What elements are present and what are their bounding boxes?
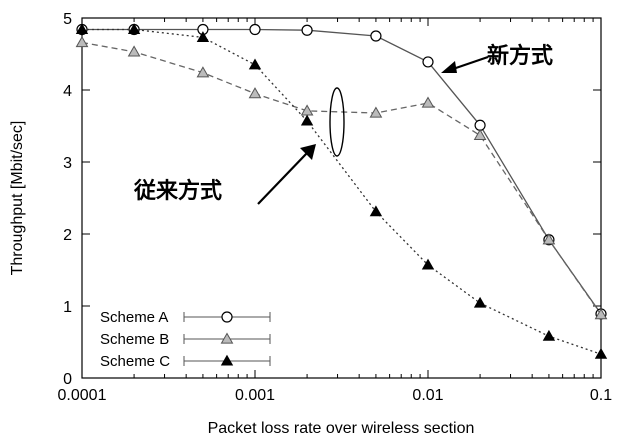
series-line — [81, 41, 602, 315]
data-point — [370, 30, 382, 42]
data-point — [473, 296, 487, 308]
annotation-old-scheme: 従来方式 — [133, 87, 345, 205]
data-point — [300, 114, 314, 126]
data-point — [75, 23, 89, 35]
series-3 — [75, 23, 608, 359]
y-tick-label: 0 — [63, 371, 72, 388]
y-tick-label: 3 — [63, 155, 72, 172]
data-point — [542, 329, 556, 341]
data-point — [473, 128, 487, 140]
data-point — [248, 58, 262, 70]
y-tick-label: 5 — [63, 11, 72, 28]
data-point — [127, 45, 141, 57]
y-axis-label: Throughput [Mbit/sec] — [9, 121, 26, 276]
data-point — [594, 347, 608, 359]
series-layer — [75, 23, 608, 359]
annotation-old-scheme-ellipse — [329, 87, 345, 157]
annotation-old-scheme-arrowhead — [300, 144, 316, 160]
x-tick-label: 0.001 — [235, 387, 275, 404]
legend-marker — [221, 311, 233, 323]
y-tick-label: 1 — [63, 299, 72, 316]
annotation-new-scheme: 新方式 — [441, 43, 553, 73]
annotation-new-scheme-arrowhead — [441, 61, 457, 73]
data-point — [196, 66, 210, 78]
data-point — [594, 308, 608, 320]
data-point — [421, 258, 435, 270]
legend-label: Scheme A — [100, 309, 168, 326]
legend: Scheme A Scheme B Scheme C — [100, 309, 271, 370]
data-point — [421, 96, 435, 108]
legend-marker — [220, 354, 234, 366]
data-point — [369, 205, 383, 217]
y-tick-label: 2 — [63, 227, 72, 244]
data-point — [196, 31, 210, 42]
legend-label: Scheme C — [100, 353, 170, 370]
y-tick-label: 4 — [63, 83, 72, 100]
legend-label: Scheme B — [100, 331, 169, 348]
data-point — [369, 106, 383, 118]
annotation-new-scheme-label: 新方式 — [487, 43, 553, 69]
annotation-old-scheme-label: 従来方式 — [133, 178, 222, 204]
data-point — [127, 23, 141, 35]
data-point — [474, 119, 486, 131]
data-point — [248, 87, 262, 99]
data-point — [75, 35, 89, 48]
plot-frame — [81, 17, 602, 379]
legend-marker — [220, 332, 234, 344]
data-point — [301, 24, 313, 36]
x-tick-label: 0.1 — [590, 387, 612, 404]
data-point — [422, 56, 434, 68]
data-point — [249, 23, 261, 36]
series-line — [82, 28, 602, 355]
x-tick-label: 0.0001 — [58, 387, 107, 404]
series-line — [82, 28, 602, 315]
annotation-old-scheme-arrow — [257, 152, 308, 205]
data-point — [542, 233, 556, 245]
series-2 — [75, 35, 608, 320]
annotation-new-scheme-arrow — [449, 55, 489, 72]
x-axis-label: Packet loss rate over wireless section — [208, 420, 475, 437]
x-tick-label: 0.01 — [412, 387, 443, 404]
